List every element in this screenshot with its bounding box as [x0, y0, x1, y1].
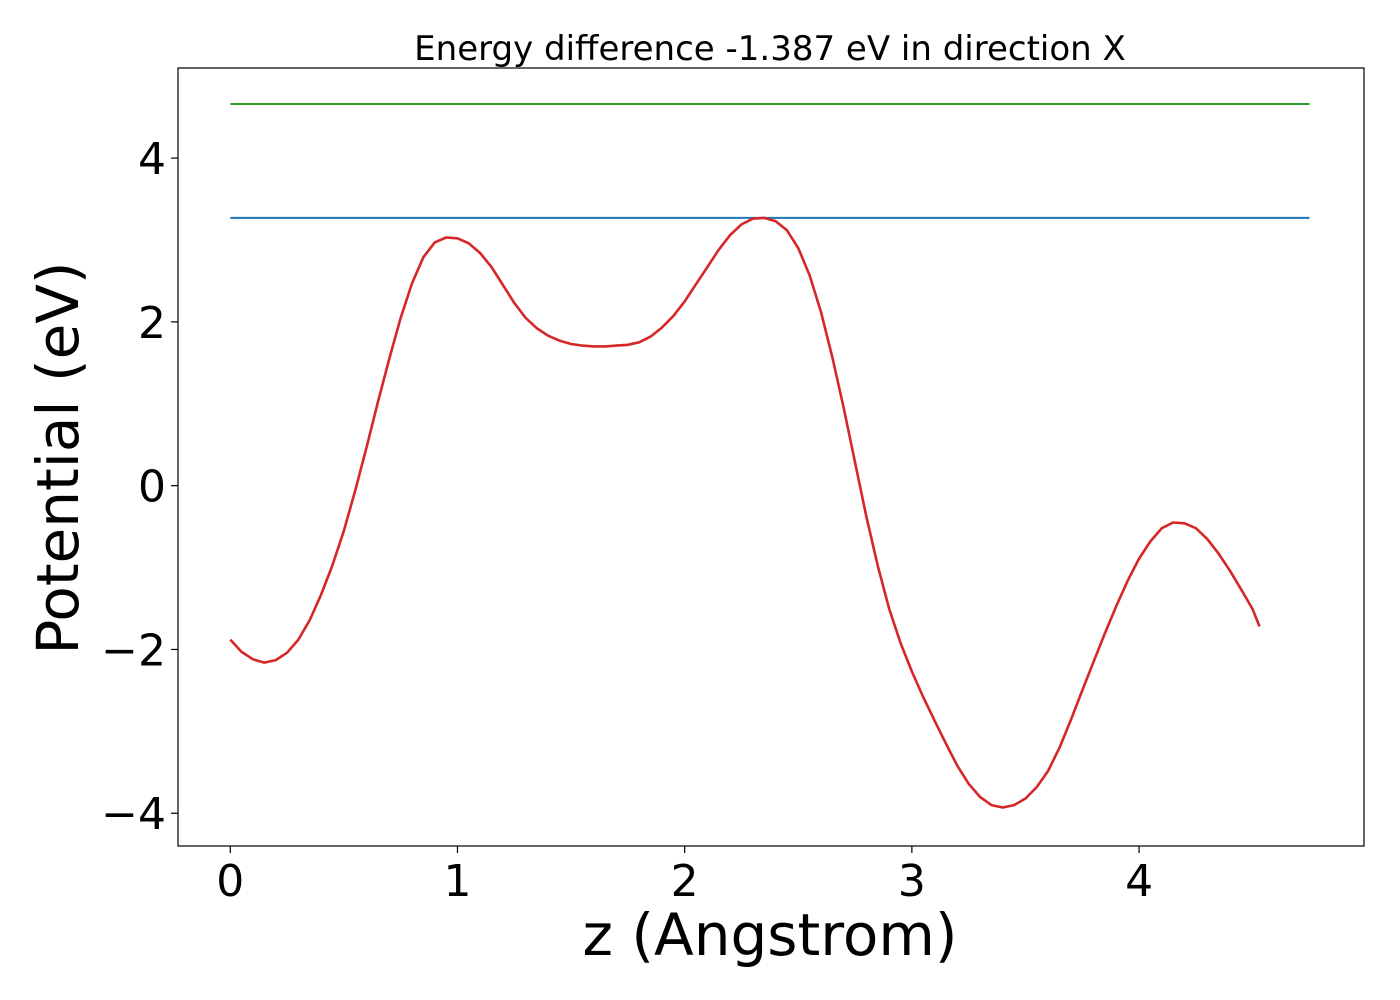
y-axis: −4 −2 0 2 4	[101, 134, 178, 840]
x-tick-label: 0	[216, 856, 244, 907]
x-tick-label: 4	[1125, 856, 1153, 907]
series-line-1	[229, 216, 1261, 809]
x-axis: 0 1 2 3 4	[216, 846, 1153, 907]
y-tick-label: −2	[101, 625, 166, 676]
x-tick-label: 3	[898, 856, 926, 907]
x-axis-title: z (Angstrom)	[583, 901, 958, 969]
y-tick-label: 0	[138, 462, 166, 513]
plot-lines	[229, 103, 1310, 809]
plot-frame	[177, 67, 1365, 847]
chart-title: Energy difference -1.387 eV in direction…	[414, 29, 1126, 69]
x-tick-label: 2	[671, 856, 699, 907]
y-tick-label: 2	[138, 298, 166, 349]
y-axis-title: Potential (eV)	[24, 261, 92, 654]
y-tick-label: −4	[101, 789, 166, 840]
y-tick-label: 4	[138, 134, 166, 185]
x-tick-label: 1	[443, 856, 471, 907]
